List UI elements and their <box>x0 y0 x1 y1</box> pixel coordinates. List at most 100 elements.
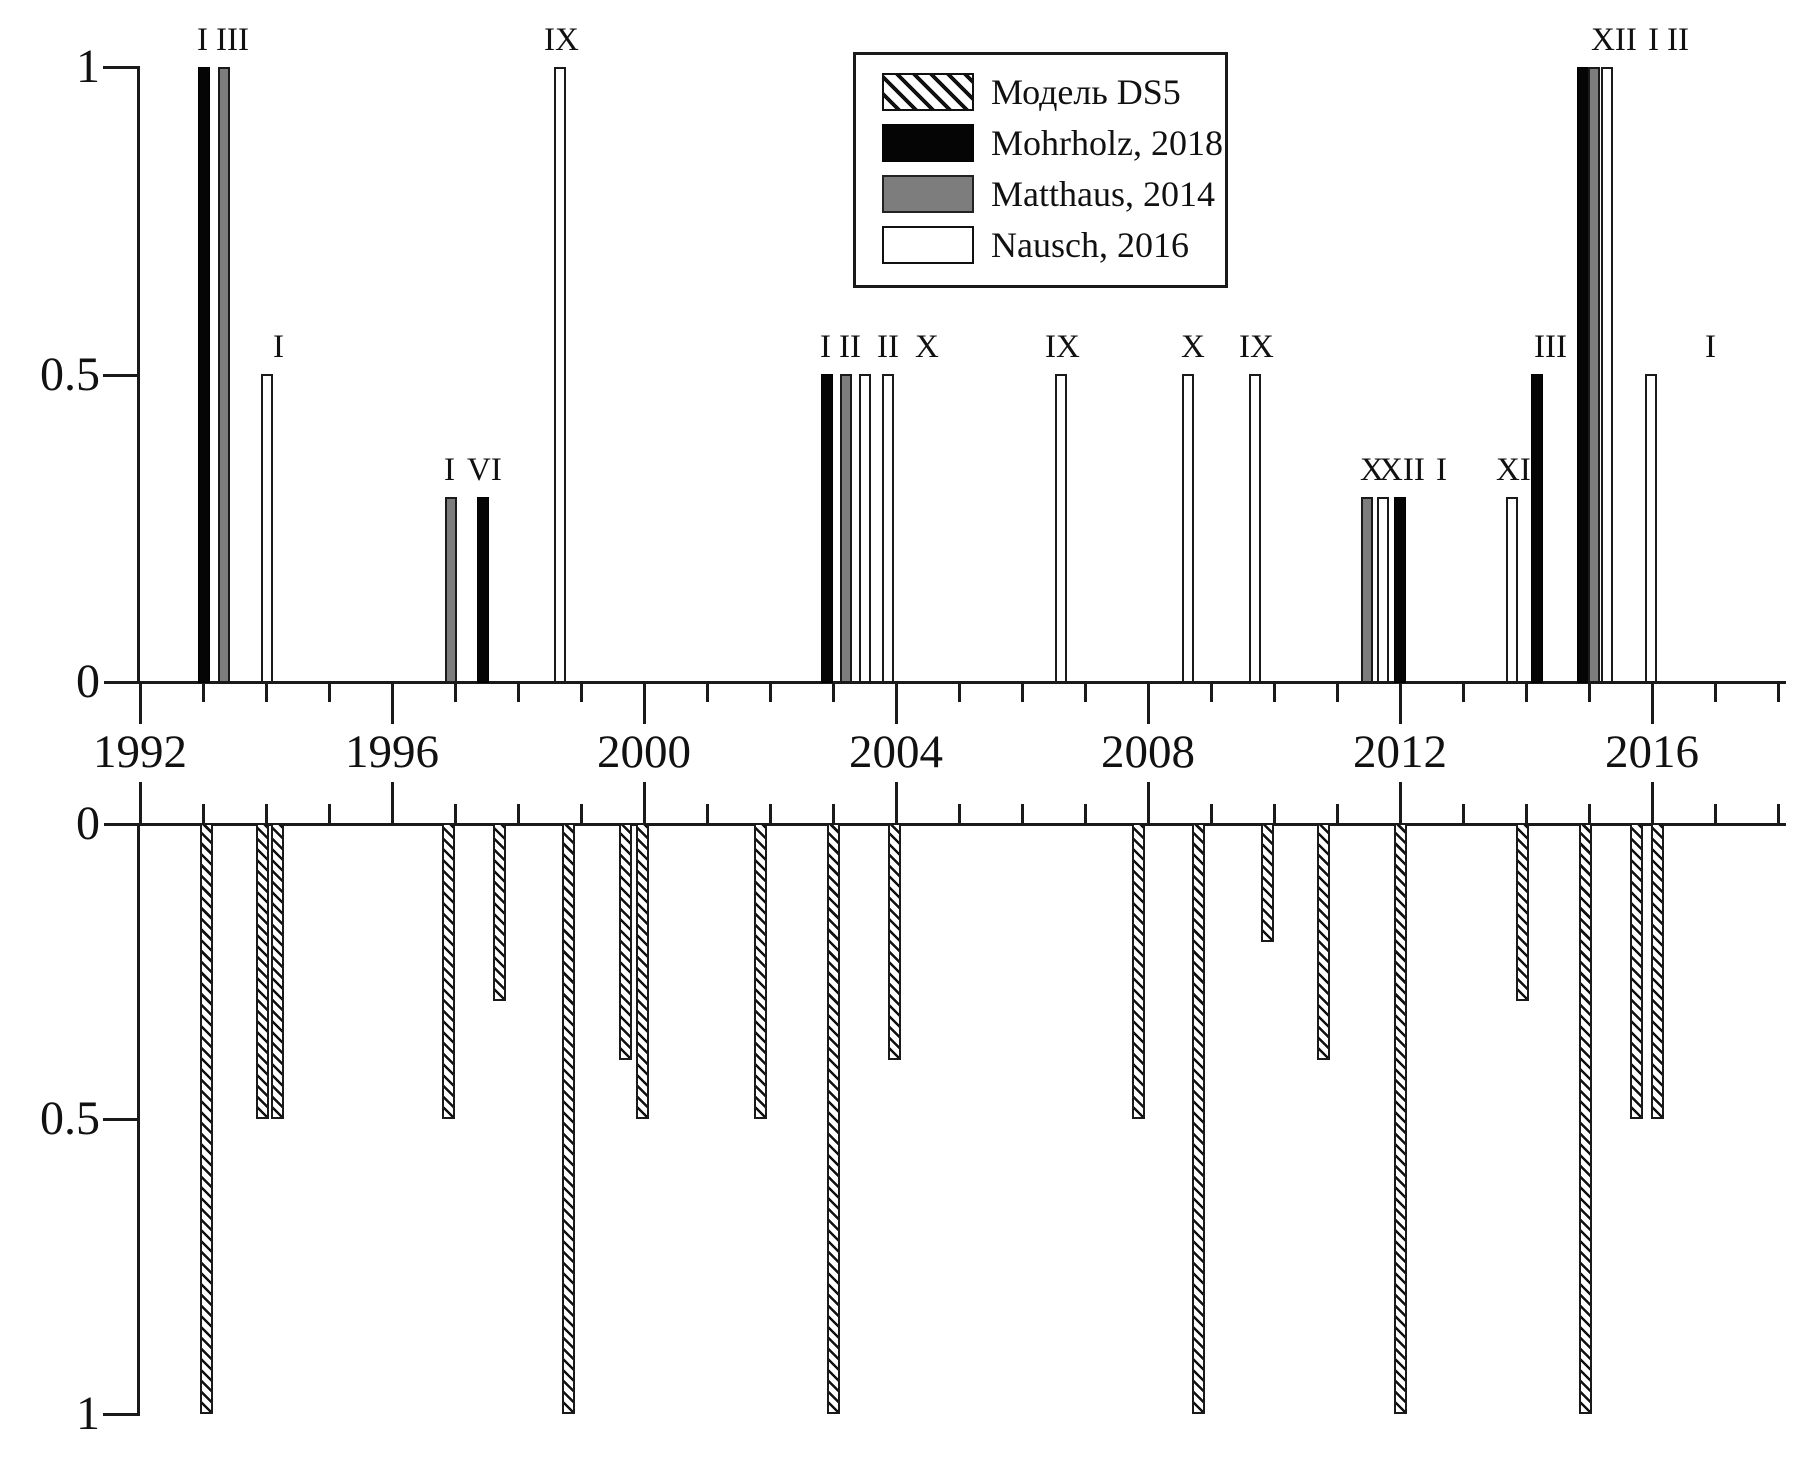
upper-panel-bar <box>859 374 871 683</box>
y-tick-label: 0.5 <box>40 1092 100 1145</box>
x-minor-tick <box>580 682 583 702</box>
legend-label: Nausch, 2016 <box>991 224 1189 265</box>
x-minor-tick <box>1462 804 1465 824</box>
upper-panel-bar <box>261 374 273 683</box>
bar-month-label: I <box>1705 329 1716 365</box>
bar-month-label: XII <box>1379 452 1425 488</box>
lower-panel-bar <box>888 823 901 1060</box>
lower-panel-bar <box>1132 823 1145 1119</box>
legend-item-model: Модель DS5 <box>882 72 1225 112</box>
y-tick <box>103 1413 140 1416</box>
x-major-tick <box>391 682 394 724</box>
x-minor-tick <box>517 682 520 702</box>
bar-month-label: III <box>1534 329 1567 365</box>
lower-panel-bar <box>271 823 284 1119</box>
x-minor-tick <box>454 804 457 824</box>
lower-panel-bar <box>1261 823 1274 942</box>
x-minor-tick <box>1336 804 1339 824</box>
lower-panel-bar <box>562 823 575 1414</box>
x-minor-tick <box>1084 682 1087 702</box>
bar-month-label: X <box>1360 452 1384 488</box>
x-minor-tick <box>1525 682 1528 702</box>
lower-panel-bar <box>200 823 213 1414</box>
upper-panel-bar <box>445 497 457 683</box>
gray-swatch-icon <box>882 174 974 213</box>
y-tick-label: 0 <box>76 655 100 708</box>
upper-panel-bar <box>1182 374 1194 683</box>
x-minor-tick <box>580 804 583 824</box>
x-major-tick <box>895 782 898 824</box>
x-minor-tick <box>706 682 709 702</box>
bar-month-label: X <box>1181 329 1205 365</box>
bar-month-label: XII <box>1591 22 1637 58</box>
legend-item-nausch: Nausch, 2016 <box>882 225 1225 265</box>
x-minor-tick <box>1777 682 1780 702</box>
x-major-tick <box>643 682 646 724</box>
legend-item-matthaus: Matthaus, 2014 <box>882 174 1225 214</box>
x-minor-tick <box>769 682 772 702</box>
x-minor-tick <box>1273 682 1276 702</box>
x-minor-tick <box>1021 682 1024 702</box>
year-label: 1996 <box>345 726 439 778</box>
hatched-swatch-icon <box>882 72 974 111</box>
x-minor-tick <box>769 804 772 824</box>
x-minor-tick <box>1588 682 1591 702</box>
legend-label: Модель DS5 <box>991 71 1181 112</box>
x-minor-tick <box>1525 804 1528 824</box>
x-minor-tick <box>1462 682 1465 702</box>
x-minor-tick <box>1336 682 1339 702</box>
x-minor-tick <box>265 804 268 824</box>
x-major-tick <box>391 782 394 824</box>
legend-label: Matthaus, 2014 <box>991 173 1215 214</box>
x-major-tick <box>1147 782 1150 824</box>
bar-month-label: I <box>273 329 284 365</box>
x-major-tick <box>1399 782 1402 824</box>
lower-panel-bar <box>1651 823 1664 1119</box>
year-label: 2012 <box>1353 726 1447 778</box>
upper-panel-bar <box>1249 374 1261 683</box>
x-minor-tick <box>706 804 709 824</box>
legend-label: Mohrholz, 2018 <box>991 122 1223 163</box>
x-minor-tick <box>328 682 331 702</box>
upper-panel-bar <box>821 374 833 683</box>
upper-x-axis <box>104 681 1786 684</box>
x-minor-tick <box>832 804 835 824</box>
upper-panel-bar <box>1506 497 1518 683</box>
bar-month-label: I <box>1436 452 1447 488</box>
year-label: 2016 <box>1605 726 1699 778</box>
upper-panel-bar <box>1055 374 1067 683</box>
x-major-tick <box>1651 782 1654 824</box>
year-label: 2004 <box>849 726 943 778</box>
x-minor-tick <box>454 682 457 702</box>
bar-month-label: I <box>444 452 455 488</box>
lower-panel-bar <box>619 823 632 1060</box>
x-minor-tick <box>1021 804 1024 824</box>
black-swatch-icon <box>882 123 974 162</box>
x-minor-tick <box>1210 804 1213 824</box>
bar-month-label: IX <box>1045 329 1080 365</box>
upper-panel-bar <box>1588 67 1600 683</box>
lower-panel-bar <box>636 823 649 1119</box>
x-minor-tick <box>202 804 205 824</box>
upper-panel-bar <box>1645 374 1657 683</box>
x-minor-tick <box>1273 804 1276 824</box>
upper-panel-bar <box>1531 374 1543 683</box>
x-major-tick <box>895 682 898 724</box>
lower-panel-bar <box>442 823 455 1119</box>
x-major-tick <box>139 782 142 824</box>
x-minor-tick <box>958 682 961 702</box>
x-major-tick <box>139 682 142 724</box>
x-major-tick <box>1147 682 1150 724</box>
bar-month-label: I <box>820 329 831 365</box>
x-minor-tick <box>1588 804 1591 824</box>
y-tick <box>103 1118 140 1121</box>
x-minor-tick <box>202 682 205 702</box>
x-minor-tick <box>517 804 520 824</box>
x-minor-tick <box>1714 682 1717 702</box>
bar-month-label: II <box>1667 22 1689 58</box>
bar-month-label: I <box>197 22 208 58</box>
x-minor-tick <box>832 682 835 702</box>
upper-panel-bar <box>198 67 210 683</box>
lower-x-axis <box>104 823 1786 826</box>
